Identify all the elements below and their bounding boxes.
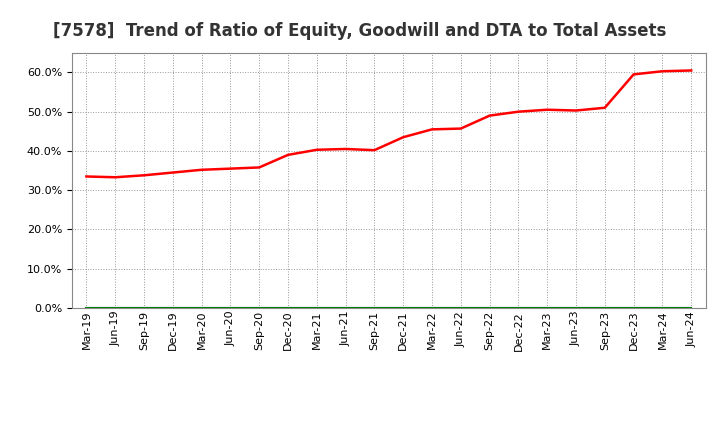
Equity (312, 147, 321, 152)
Goodwill (600, 305, 609, 311)
Deferred Tax Assets (312, 305, 321, 311)
Deferred Tax Assets (514, 305, 523, 311)
Equity (226, 166, 235, 171)
Deferred Tax Assets (255, 305, 264, 311)
Line: Equity: Equity (86, 70, 691, 177)
Equity (168, 170, 177, 175)
Goodwill (572, 305, 580, 311)
Deferred Tax Assets (82, 305, 91, 311)
Goodwill (658, 305, 667, 311)
Goodwill (226, 305, 235, 311)
Deferred Tax Assets (341, 305, 350, 311)
Equity (341, 147, 350, 152)
Goodwill (312, 305, 321, 311)
Goodwill (197, 305, 206, 311)
Text: [7578]  Trend of Ratio of Equity, Goodwill and DTA to Total Assets: [7578] Trend of Ratio of Equity, Goodwil… (53, 22, 667, 40)
Goodwill (168, 305, 177, 311)
Equity (658, 69, 667, 74)
Equity (255, 165, 264, 170)
Deferred Tax Assets (197, 305, 206, 311)
Deferred Tax Assets (543, 305, 552, 311)
Goodwill (514, 305, 523, 311)
Deferred Tax Assets (572, 305, 580, 311)
Deferred Tax Assets (168, 305, 177, 311)
Equity (687, 68, 696, 73)
Deferred Tax Assets (140, 305, 148, 311)
Equity (399, 135, 408, 140)
Equity (82, 174, 91, 179)
Goodwill (255, 305, 264, 311)
Equity (284, 152, 292, 158)
Deferred Tax Assets (485, 305, 494, 311)
Goodwill (543, 305, 552, 311)
Goodwill (284, 305, 292, 311)
Goodwill (687, 305, 696, 311)
Equity (572, 108, 580, 113)
Equity (514, 109, 523, 114)
Goodwill (111, 305, 120, 311)
Goodwill (428, 305, 436, 311)
Deferred Tax Assets (399, 305, 408, 311)
Deferred Tax Assets (687, 305, 696, 311)
Deferred Tax Assets (284, 305, 292, 311)
Equity (197, 167, 206, 172)
Deferred Tax Assets (370, 305, 379, 311)
Goodwill (485, 305, 494, 311)
Equity (543, 107, 552, 112)
Goodwill (629, 305, 638, 311)
Goodwill (82, 305, 91, 311)
Goodwill (456, 305, 465, 311)
Deferred Tax Assets (428, 305, 436, 311)
Deferred Tax Assets (629, 305, 638, 311)
Deferred Tax Assets (600, 305, 609, 311)
Deferred Tax Assets (226, 305, 235, 311)
Equity (629, 72, 638, 77)
Equity (370, 147, 379, 153)
Equity (428, 127, 436, 132)
Equity (485, 113, 494, 118)
Goodwill (399, 305, 408, 311)
Deferred Tax Assets (456, 305, 465, 311)
Equity (600, 105, 609, 110)
Deferred Tax Assets (658, 305, 667, 311)
Goodwill (341, 305, 350, 311)
Deferred Tax Assets (111, 305, 120, 311)
Equity (111, 175, 120, 180)
Goodwill (140, 305, 148, 311)
Equity (456, 126, 465, 131)
Goodwill (370, 305, 379, 311)
Equity (140, 172, 148, 178)
